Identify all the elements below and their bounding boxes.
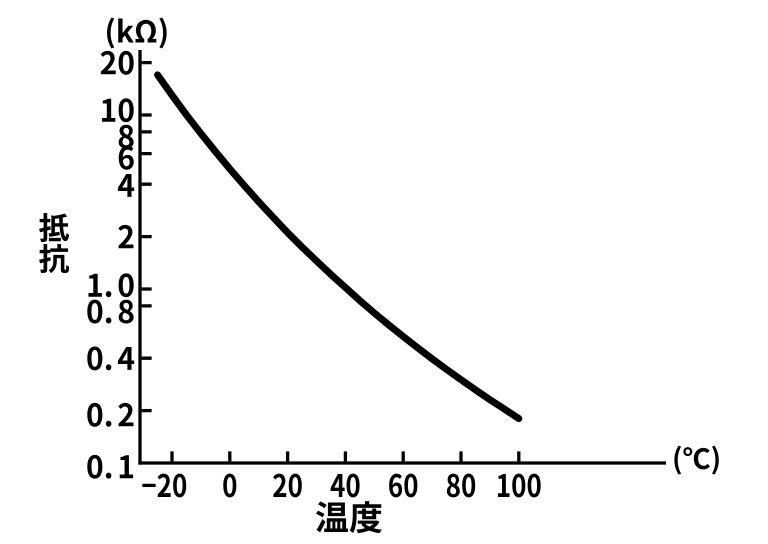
glyph-0 [462, 473, 476, 498]
glyph-. [105, 317, 112, 324]
y-tick-label-4 [117, 173, 135, 197]
glyph-. [105, 364, 112, 371]
glyph-. [105, 472, 112, 479]
glyph-0 [346, 473, 360, 498]
glyph-温 [315, 501, 349, 533]
glyph-抗 [39, 243, 70, 274]
glyph-4 [117, 346, 135, 370]
glyph-( [674, 445, 682, 475]
glyph-) [712, 445, 719, 475]
x-tick-label-20 [273, 473, 302, 498]
glyph-℃ [683, 447, 710, 470]
glyph-2 [118, 224, 134, 249]
glyph-0 [118, 50, 134, 75]
glyph-2 [100, 50, 116, 75]
glyph-− [142, 483, 156, 488]
glyph-k [118, 18, 134, 43]
x-tick-labels [142, 473, 541, 498]
y-tick-label-20 [100, 50, 134, 75]
glyph-0 [87, 402, 103, 427]
y-tick-label-0.4 [87, 346, 135, 371]
x-tick-label-80 [446, 473, 476, 498]
x-tick-label-100 [497, 473, 541, 498]
glyph-2 [157, 473, 171, 497]
glyph-0 [527, 473, 541, 498]
glyph-1 [119, 455, 134, 479]
y-tick-label-1.0 [88, 273, 134, 298]
x-tick-label-60 [389, 473, 418, 498]
glyph-0 [404, 473, 418, 498]
glyph-1 [88, 273, 102, 297]
y-tick-label-10 [101, 98, 134, 123]
y-tick-label-6 [118, 145, 134, 170]
y-tick-labels [87, 50, 135, 479]
glyph-0 [173, 473, 187, 498]
glyph-. [105, 291, 112, 298]
glyph-0 [87, 346, 103, 371]
glyph-1 [497, 474, 510, 497]
y-axis-unit-label [107, 17, 167, 49]
glyph-度 [349, 501, 383, 534]
y-tick-label-8 [118, 124, 134, 149]
glyph-0 [223, 473, 237, 498]
x-axis-title [315, 501, 383, 534]
glyph-0 [87, 299, 103, 324]
y-tick-label-0.8 [87, 299, 134, 324]
y-axis-title [39, 212, 70, 274]
glyph-抵 [39, 212, 70, 243]
glyph-0 [288, 473, 302, 498]
glyph-8 [118, 124, 134, 149]
x-tick-label-40 [330, 473, 360, 498]
y-tick-label-0.2 [87, 402, 134, 427]
x-axis-unit-label [674, 445, 719, 475]
glyph-0 [118, 273, 134, 298]
glyph-1 [101, 98, 116, 122]
glyph-6 [389, 473, 403, 498]
glyph-. [105, 420, 112, 427]
glyph-0 [118, 98, 134, 123]
axis-ticks [141, 60, 521, 462]
glyph-) [159, 17, 167, 49]
glyph-Ω [135, 19, 157, 43]
x-tick-label-0 [223, 473, 237, 498]
y-tick-label-0.1 [87, 454, 134, 479]
glyph-0 [87, 454, 103, 479]
glyph-2 [273, 473, 287, 497]
x-tick-label--20 [142, 473, 187, 498]
glyph-6 [118, 145, 134, 170]
glyph-8 [118, 299, 134, 324]
glyph-4 [117, 173, 135, 197]
glyph-( [107, 17, 115, 49]
y-tick-label-2 [118, 224, 134, 249]
axes [138, 50, 666, 465]
glyph-2 [118, 402, 134, 427]
glyph-0 [512, 473, 526, 498]
glyph-8 [446, 473, 460, 498]
glyph-4 [330, 474, 345, 497]
resistance-curve [154, 71, 523, 423]
